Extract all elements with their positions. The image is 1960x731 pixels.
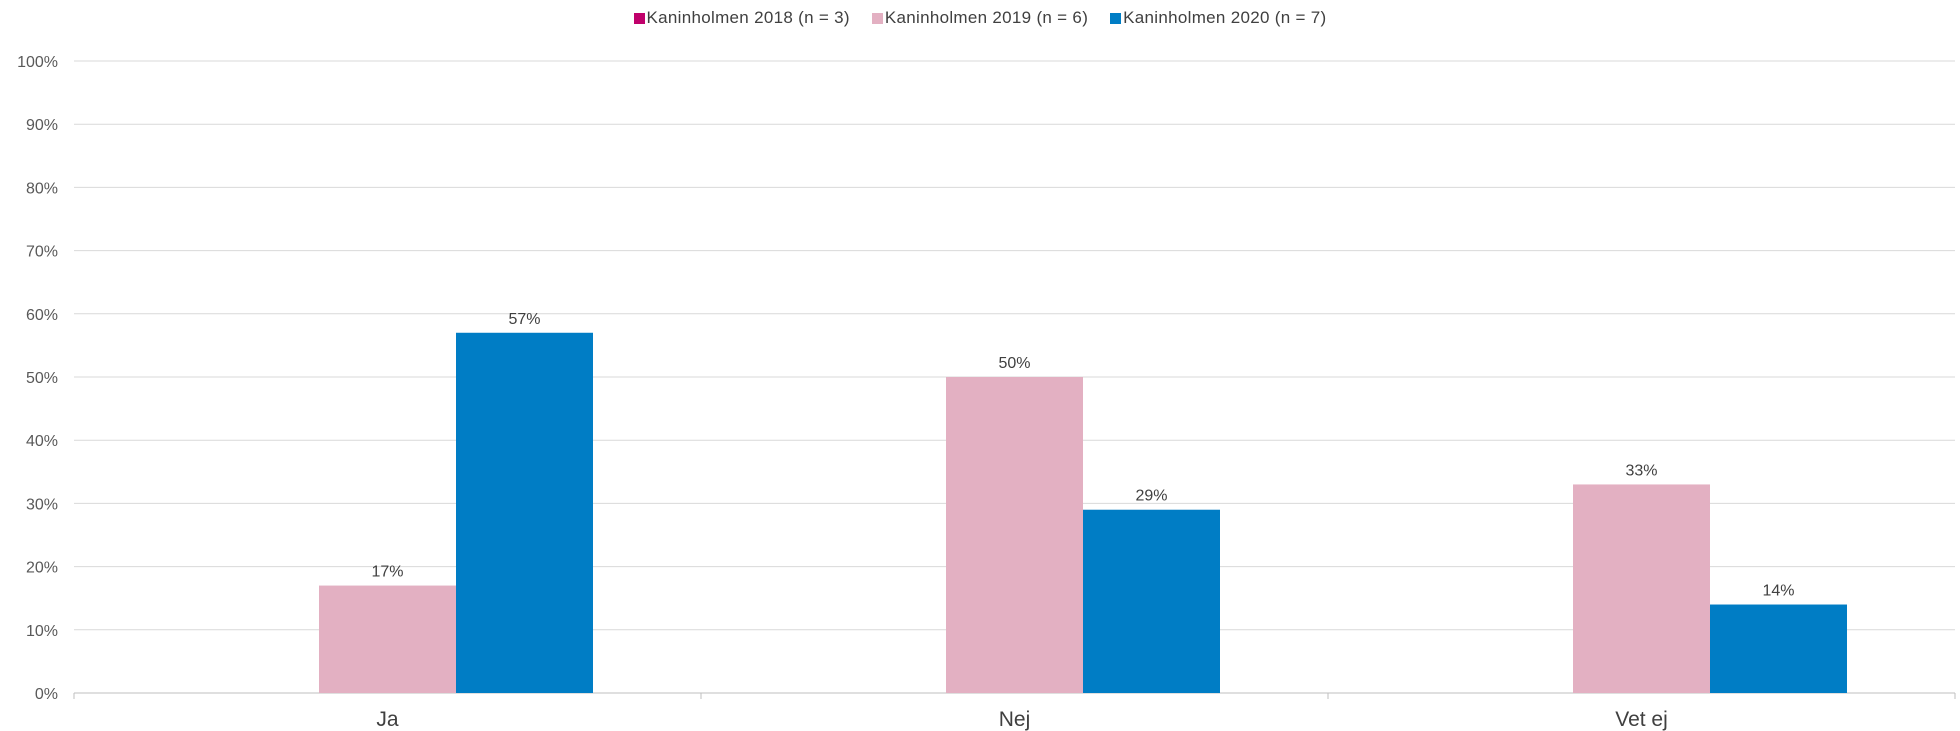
data-label: 57% — [508, 311, 540, 328]
bar — [1710, 604, 1847, 693]
legend-label-2018: Kaninholmen 2018 (n = 3) — [646, 8, 850, 27]
y-tick-label: 80% — [26, 180, 58, 197]
legend-item-2018: Kaninholmen 2018 (n = 3) — [633, 8, 850, 28]
y-tick-label: 40% — [26, 433, 58, 450]
x-category-label: Vet ej — [1615, 708, 1668, 731]
data-label: 14% — [1762, 583, 1794, 600]
data-label: 17% — [371, 564, 403, 581]
legend-swatch-2018 — [633, 12, 645, 24]
y-tick-label: 90% — [26, 117, 58, 134]
y-tick-label: 0% — [35, 686, 58, 703]
y-tick-label: 20% — [26, 560, 58, 577]
data-label: 29% — [1135, 488, 1167, 505]
bar — [1083, 509, 1220, 693]
legend-item-2019: Kaninholmen 2019 (n = 6) — [871, 8, 1089, 28]
legend-swatch-2020 — [1110, 12, 1122, 24]
data-label: 50% — [998, 355, 1030, 372]
y-tick-label: 10% — [26, 623, 58, 640]
y-tick-label: 100% — [17, 54, 58, 71]
x-category-label: Ja — [376, 708, 399, 731]
data-label: 33% — [1625, 462, 1657, 479]
bar — [456, 332, 593, 693]
chart-legend: Kaninholmen 2018 (n = 3) Kaninholmen 201… — [0, 8, 1960, 28]
y-tick-label: 70% — [26, 244, 58, 261]
y-tick-label: 50% — [26, 370, 58, 387]
bar — [319, 585, 456, 693]
legend-item-2020: Kaninholmen 2020 (n = 7) — [1110, 8, 1326, 28]
bar — [946, 377, 1083, 693]
y-tick-label: 30% — [26, 496, 58, 513]
bar — [1573, 484, 1710, 693]
legend-label-2019: Kaninholmen 2019 (n = 6) — [884, 8, 1089, 27]
x-category-label: Nej — [999, 708, 1031, 731]
legend-swatch-2019 — [871, 12, 883, 24]
y-tick-label: 60% — [26, 307, 58, 324]
legend-label-2020: Kaninholmen 2020 (n = 7) — [1123, 8, 1327, 27]
